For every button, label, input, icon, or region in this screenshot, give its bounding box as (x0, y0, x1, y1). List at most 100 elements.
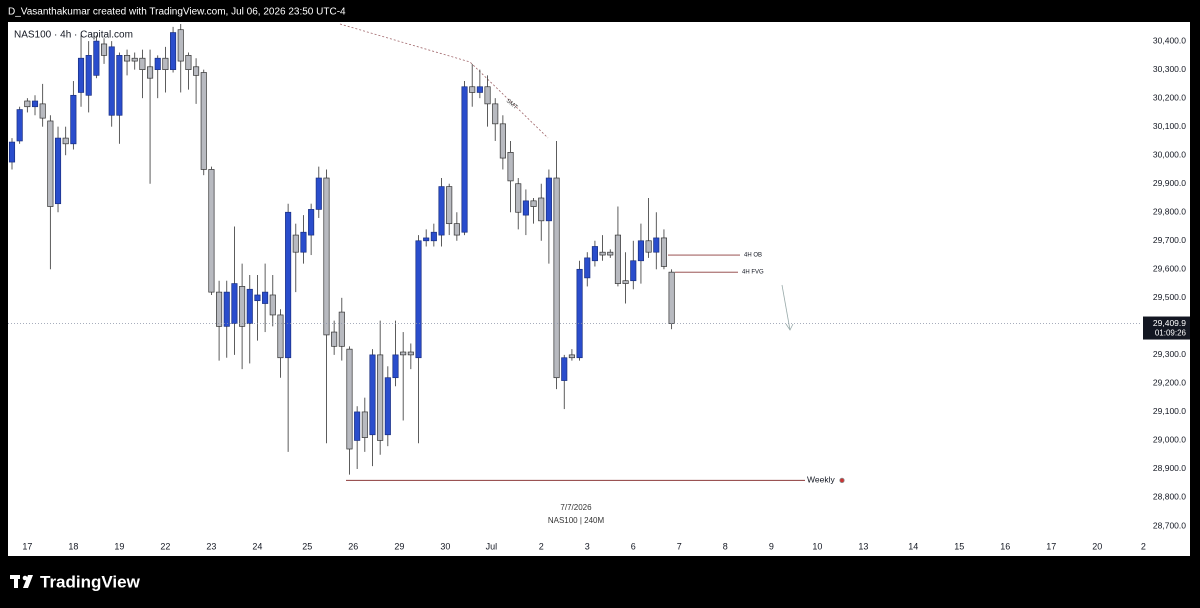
candle-body (269, 294, 276, 316)
chart-area (8, 22, 1190, 556)
candle-body (361, 411, 368, 438)
candle-body (384, 377, 391, 436)
candle-body (400, 351, 407, 356)
candle-body (70, 94, 77, 145)
last-price-label: 29,409.9 (1153, 318, 1186, 328)
candle-body (522, 200, 529, 216)
y-tick-label: 30,400.0 (1153, 35, 1186, 45)
x-tick-label: 20 (1092, 541, 1102, 551)
x-tick-label: 2 (1141, 541, 1146, 551)
candle-body (369, 354, 376, 436)
x-tick-label: 30 (440, 541, 450, 551)
candle-body (446, 186, 453, 225)
y-tick-label: 30,100.0 (1153, 121, 1186, 131)
candle-body (614, 234, 621, 284)
candle-body (315, 177, 322, 210)
x-tick-label: 13 (858, 541, 868, 551)
candle-body (392, 354, 399, 379)
candle-body (331, 331, 338, 347)
brand-logo (10, 575, 33, 588)
y-tick-label: 30,300.0 (1153, 64, 1186, 74)
candle-body (346, 348, 353, 450)
candle-body (162, 57, 169, 70)
x-tick-label: 6 (631, 541, 636, 551)
x-tick-label: 2 (539, 541, 544, 551)
arrow-head (785, 323, 794, 331)
x-tick-label: 23 (206, 541, 216, 551)
candle-body (561, 357, 568, 381)
candle-body (538, 197, 545, 222)
x-tick-label: Jul (486, 541, 498, 551)
candle-body (77, 57, 85, 93)
y-tick-label: 29,600.0 (1153, 264, 1186, 274)
candle-body (476, 86, 483, 93)
smt-line (339, 23, 549, 139)
arrow (781, 284, 791, 331)
candle-body (231, 283, 238, 324)
candle-body (407, 351, 414, 356)
x-tick-label: 17 (22, 541, 32, 551)
candle-body (484, 86, 491, 105)
y-tick-label: 28,800.0 (1153, 492, 1186, 502)
countdown: 01:09:26 (1155, 329, 1187, 338)
candle-body (223, 291, 230, 327)
candle-body (300, 231, 307, 253)
x-tick-label: 3 (585, 541, 590, 551)
candle-body (507, 152, 514, 182)
y-tick-label: 30,200.0 (1153, 92, 1186, 102)
candle-body (553, 177, 560, 379)
x-tick-label: 19 (114, 541, 124, 551)
x-tick-label: 9 (769, 541, 774, 551)
candle-body (39, 103, 46, 119)
candle-body (660, 237, 668, 267)
candle-body (116, 55, 123, 116)
candle-body (377, 354, 384, 441)
candles (8, 23, 675, 475)
candle-body (607, 251, 614, 256)
x-tick-label: 10 (812, 541, 822, 551)
candle-body (16, 109, 23, 142)
x-tick-label: 14 (908, 541, 918, 551)
brand: TradingView (40, 572, 141, 591)
y-tick-label: 28,700.0 (1153, 520, 1186, 530)
candle-body (453, 223, 460, 236)
candle-body (576, 268, 583, 359)
candle-body (492, 103, 499, 125)
x-tick-label: 25 (302, 541, 312, 551)
candle-body (338, 311, 345, 347)
candle-body (139, 57, 146, 70)
y-tick-label: 29,900.0 (1153, 178, 1186, 188)
candle-body (100, 43, 108, 56)
candle-body (545, 177, 552, 222)
y-tick-label: 29,800.0 (1153, 207, 1186, 217)
candle-body (354, 411, 361, 441)
candle-body (323, 177, 330, 336)
x-tick-label: 22 (160, 541, 170, 551)
candle-body (438, 186, 445, 236)
x-tick-label: 8 (723, 541, 728, 551)
candle-body (415, 240, 422, 359)
candle-body (24, 100, 31, 108)
candle-body (262, 291, 269, 304)
candle-body (108, 46, 115, 116)
candle-body (515, 183, 522, 213)
candle-body (85, 55, 92, 96)
x-tick-label: 17 (1046, 541, 1056, 551)
y-tick-label: 29,000.0 (1153, 435, 1186, 445)
candle-body (216, 291, 223, 327)
candle-body (185, 55, 192, 70)
candle-body (254, 294, 261, 302)
candle-body (499, 123, 506, 159)
y-tick-label: 28,900.0 (1153, 463, 1186, 473)
candle-body (62, 137, 69, 145)
candle-body (93, 40, 100, 76)
candle-body (530, 200, 537, 207)
x-tick-label: 24 (252, 541, 262, 551)
candle-body (599, 251, 606, 256)
candle-body (193, 66, 200, 76)
candle-body (147, 66, 154, 79)
x-tick-label: 15 (954, 541, 964, 551)
candle-body (630, 260, 637, 282)
